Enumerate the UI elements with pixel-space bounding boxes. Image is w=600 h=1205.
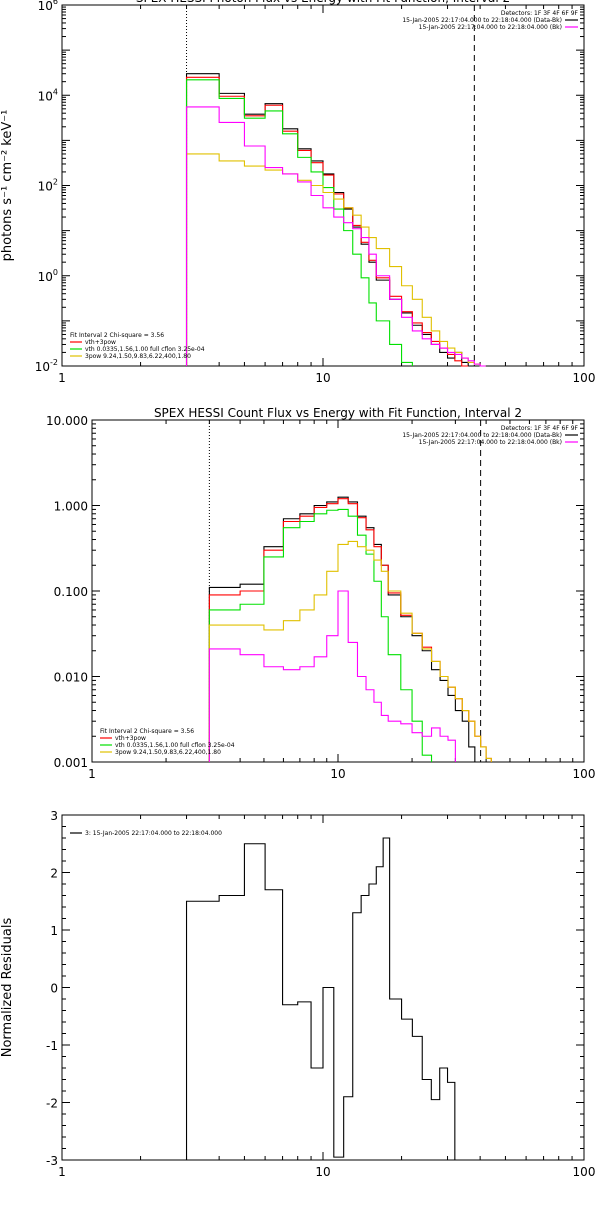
x-tick-label: 100	[573, 767, 596, 781]
legend-entry: Detectors: 1F 3F 4F 6F 9F	[501, 425, 579, 432]
legend-entry: 15-Jan-2005 22:17:04.000 to 22:18:04.000…	[419, 439, 562, 446]
y-tick-label: 106	[38, 0, 58, 13]
y-tick-label: 2	[50, 867, 58, 881]
chart-panel-2: SPEX HESSI Count Flux vs Energy with Fit…	[46, 406, 595, 781]
y-tick-label: 10-2	[35, 358, 58, 374]
y-tick-exponent: 2	[53, 178, 58, 187]
y-tick-label: 102	[38, 178, 58, 194]
y-tick-base: 10	[35, 360, 50, 374]
y-tick-label: 3	[50, 809, 58, 823]
series-4-histogram	[208, 540, 492, 762]
legend-entry: vth+3pow	[115, 735, 146, 742]
y-tick-label: 1	[50, 924, 58, 938]
legend-entry: Detectors: 1F 3F 4F 6F 9F	[501, 10, 579, 17]
x-tick-label: 1	[58, 371, 66, 385]
legend-entry: vth+3pow	[85, 339, 116, 346]
y-tick-label: 0.001	[54, 756, 88, 770]
x-tick-label: 10	[315, 1165, 330, 1179]
y-tick-label: 1.000	[54, 500, 88, 514]
series-5-histogram	[208, 590, 456, 762]
y-tick-exponent: 6	[53, 0, 58, 6]
y-tick-exponent: -2	[50, 358, 58, 367]
y-axis-label: Normalized Residuals	[0, 918, 15, 1058]
y-tick-label: -3	[46, 1154, 58, 1168]
x-tick-label: 1	[88, 767, 96, 781]
legend-entry: 15-Jan-2005 22:17:04.000 to 22:18:04.000…	[419, 24, 562, 31]
legend-entry: Fit Interval 2 Chi-square = 3.56	[100, 728, 194, 735]
chart-title: SPEX HESSI Count Flux vs Energy with Fit…	[154, 406, 522, 420]
legend-entry: 3: 15-Jan-2005 22:17:04.000 to 22:18:04.…	[85, 830, 222, 837]
y-tick-base: 10	[38, 270, 53, 284]
series-3-histogram	[208, 508, 433, 762]
x-tick-label: 100	[573, 371, 596, 385]
y-tick-label: -1	[46, 1039, 58, 1053]
y-tick-label: 100	[38, 268, 58, 284]
y-tick-label: 10.000	[46, 414, 88, 428]
x-tick-label: 10	[315, 371, 330, 385]
series-5-histogram	[185, 106, 486, 367]
series-4-histogram	[185, 153, 486, 367]
chart-panel-3: Normalized Residuals 1 10 100 -3 -2 -1 0 1 2 3 3: 1…	[0, 809, 595, 1179]
x-tick-label: 100	[573, 1165, 596, 1179]
y-tick-exponent: 4	[53, 87, 58, 96]
legend-entry: 3pow 9.24,1.50,9.83,6.22,400,1.80	[85, 353, 191, 360]
y-tick-base: 10	[38, 89, 53, 103]
x-tick-label: 1	[58, 1165, 66, 1179]
chart-title: SPEX HESSI Photon Flux vs Energy with Fi…	[136, 0, 510, 5]
series-1-histogram	[208, 496, 476, 762]
legend-entry: 15-Jan-2005 22:17:04.000 to 22:18:04.000…	[402, 432, 562, 439]
y-tick-label: 104	[38, 87, 58, 103]
y-tick-base: 10	[38, 0, 53, 13]
legend-entry: vth 0.0335,1.56,1.00 full cflon 3.25e-04	[115, 742, 235, 749]
y-tick-label: 0.100	[54, 585, 88, 599]
legend-entry: 3pow 9.24,1.50,9.83,6.22,400,1.80	[115, 749, 221, 756]
y-axis-label: photons s⁻¹ cm⁻² keV⁻¹	[0, 110, 15, 262]
x-tick-label: 10	[330, 767, 345, 781]
y-tick-exponent: 0	[53, 268, 58, 277]
y-tick-base: 10	[38, 180, 53, 194]
y-tick-label: 0	[50, 982, 58, 996]
y-tick-label: -2	[46, 1097, 58, 1111]
legend-entry: 15-Jan-2005 22:17:04.000 to 22:18:04.000…	[402, 17, 562, 24]
chart-panel-1: SPEX HESSI Photon Flux vs Energy with Fi…	[0, 0, 595, 385]
series-2-histogram	[185, 76, 469, 367]
y-tick-label: 0.010	[54, 671, 88, 685]
series-1-histogram	[185, 837, 456, 1160]
series-2-histogram	[208, 498, 492, 762]
legend-entry: vth 0.0335,1.56,1.00 full cflon 3.25e-04	[85, 346, 205, 353]
legend-entry: Fit Interval 2 Chi-square = 3.56	[70, 332, 164, 339]
